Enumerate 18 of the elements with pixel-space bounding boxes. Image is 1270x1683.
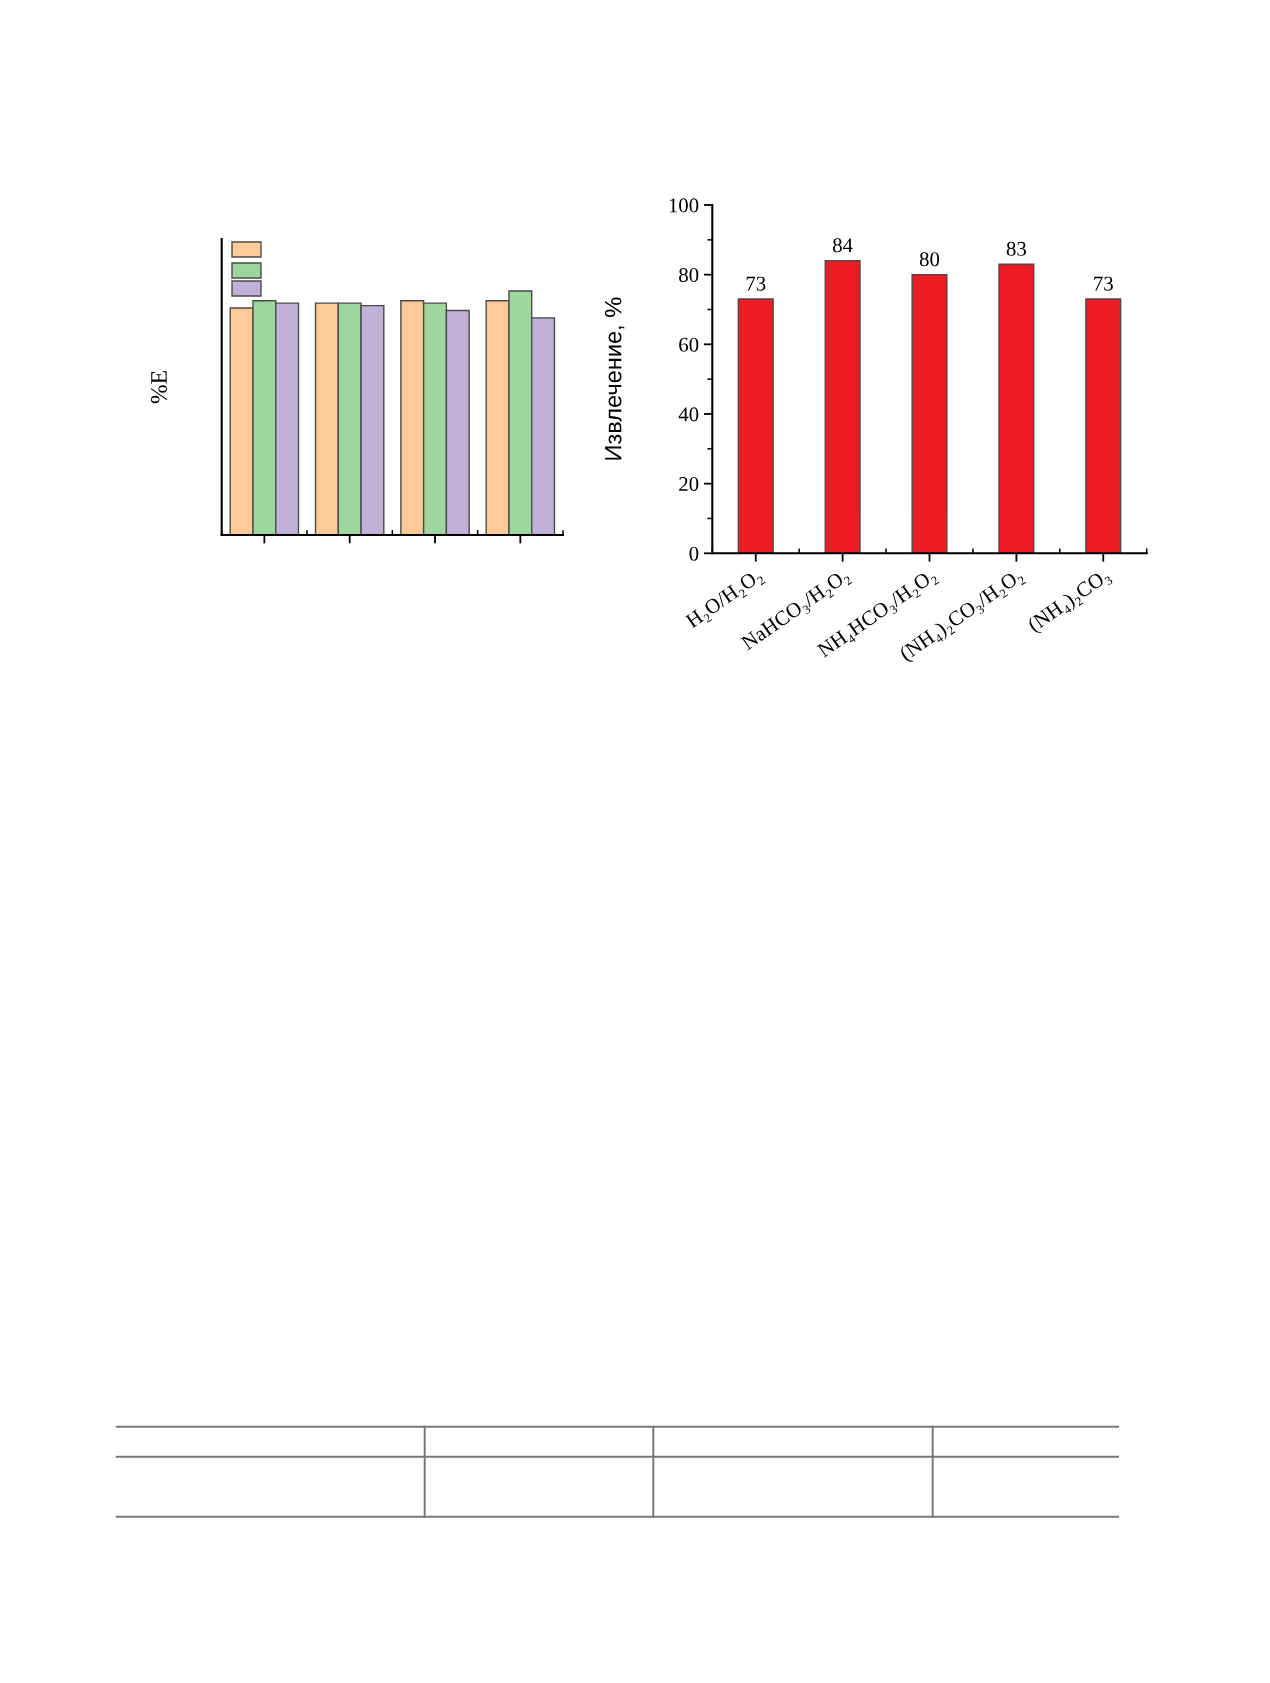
bar: [1085, 298, 1122, 554]
y-tick-label: 0: [689, 546, 699, 561]
data-label: 73: [1094, 276, 1113, 291]
y-tick-label: 100: [669, 198, 699, 213]
y-tick-label: 20: [679, 477, 699, 492]
data-label: 73: [746, 276, 766, 291]
data-label: 83: [1006, 241, 1026, 256]
bar: [998, 263, 1035, 554]
bar: [824, 260, 861, 554]
y-axis-title: Извлечение, %: [604, 297, 625, 460]
bar: [911, 273, 948, 554]
y-axis-title: %E: [150, 371, 167, 404]
y-tick-label: 80: [679, 268, 699, 283]
data-label: 84: [833, 238, 853, 253]
bar: [737, 298, 774, 554]
y-tick-label: 40: [678, 407, 699, 422]
data-label: 80: [919, 252, 940, 267]
y-tick-label: 60: [679, 337, 699, 352]
